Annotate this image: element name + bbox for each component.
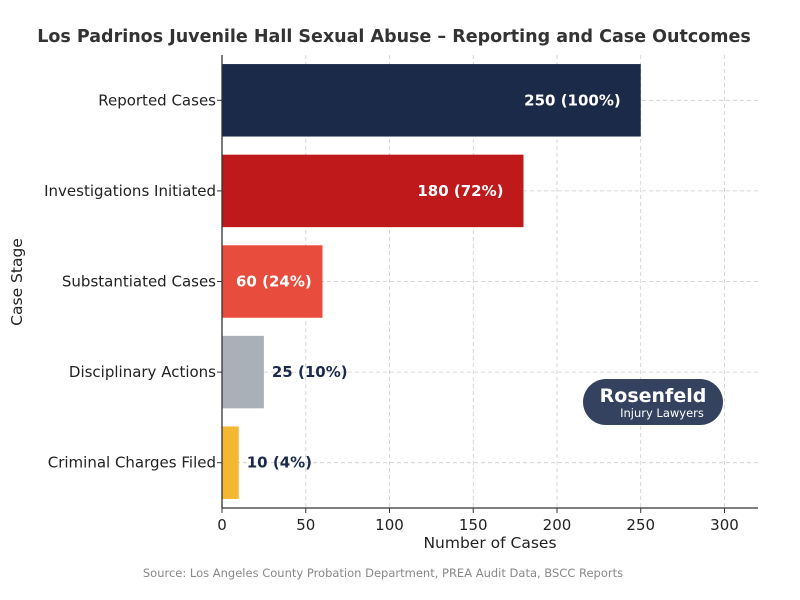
x-tick-label: 250 xyxy=(626,516,655,534)
chart-title: Los Padrinos Juvenile Hall Sexual Abuse … xyxy=(37,27,751,47)
x-tick-label: 50 xyxy=(296,516,315,534)
logo-name: Rosenfeld xyxy=(600,385,707,407)
bar xyxy=(222,426,239,499)
data-label: 25 (10%) xyxy=(272,363,348,381)
y-tick-label: Substantiated Cases xyxy=(62,273,216,291)
x-axis-label: Number of Cases xyxy=(423,534,556,552)
y-tick-label: Investigations Initiated xyxy=(44,182,216,200)
logo-badge xyxy=(583,379,723,425)
logo-tagline: Injury Lawyers xyxy=(620,406,704,420)
y-tick-label: Disciplinary Actions xyxy=(69,363,216,381)
source-note: Source: Los Angeles County Probation Dep… xyxy=(143,566,623,580)
data-label: 10 (4%) xyxy=(247,454,312,472)
bar xyxy=(222,64,641,137)
data-label: 60 (24%) xyxy=(236,273,312,291)
y-tick-label: Criminal Charges Filed xyxy=(48,454,216,472)
x-tick-label: 150 xyxy=(459,516,488,534)
x-tick-label: 200 xyxy=(543,516,572,534)
logo: Rosenfeld Injury Lawyers xyxy=(583,379,723,425)
x-tick-label: 0 xyxy=(217,516,227,534)
bar xyxy=(222,335,264,409)
bar xyxy=(222,154,524,228)
y-tick-label: Reported Cases xyxy=(98,91,216,109)
data-label: 180 (72%) xyxy=(417,182,503,200)
data-label: 250 (100%) xyxy=(524,91,621,109)
x-tick-label: 300 xyxy=(710,516,739,534)
y-axis-label: Case Stage xyxy=(8,238,26,326)
bar xyxy=(222,245,323,318)
x-tick-label: 100 xyxy=(375,516,404,534)
